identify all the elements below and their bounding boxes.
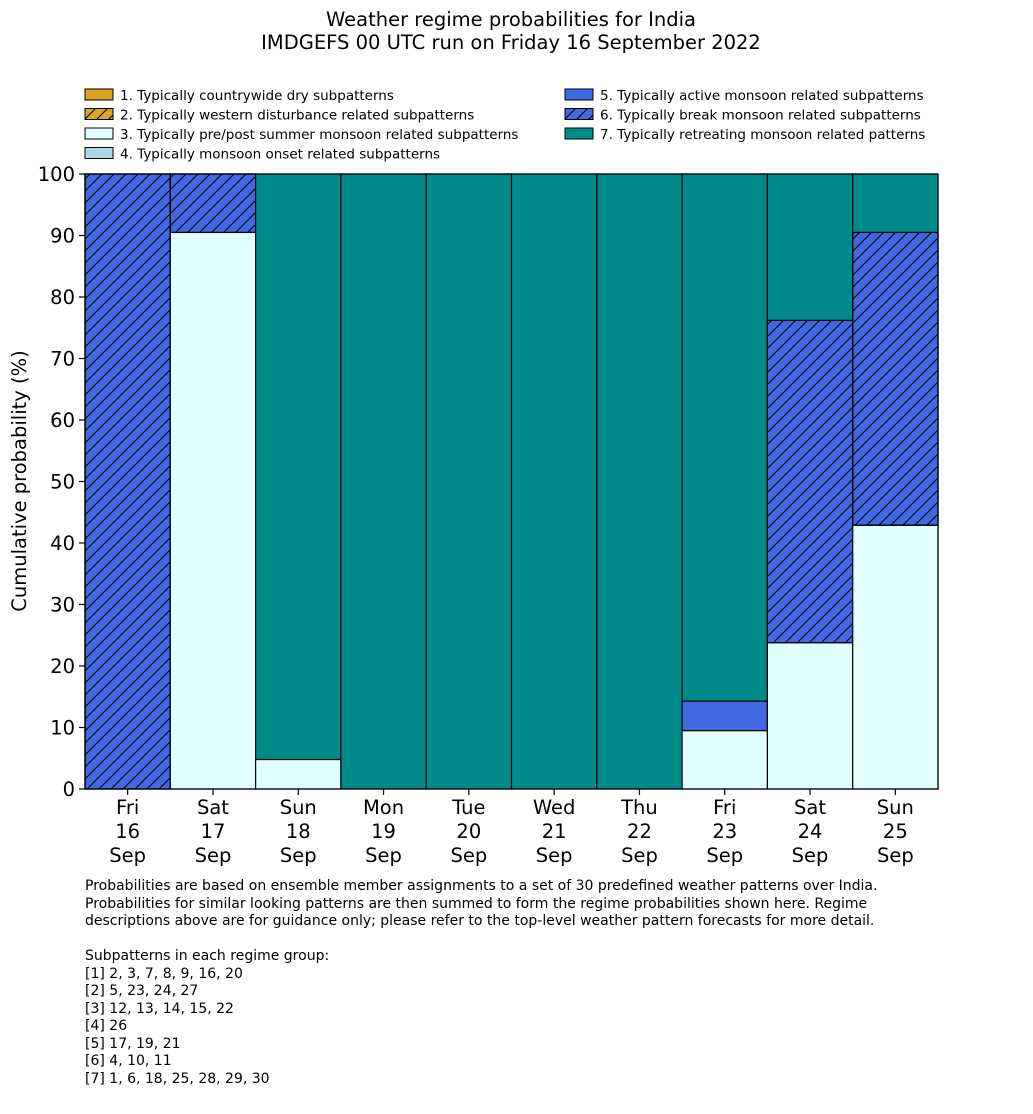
notes-line: descriptions above are for guidance only… <box>85 913 875 929</box>
bar-segment-regime-3 <box>766 642 854 790</box>
y-tick-label: 20 <box>50 655 75 678</box>
legend-item-regime-3: 3. Typically pre/post summer monsoon rel… <box>84 127 518 143</box>
x-tick-label: Fri 16 Sep <box>109 796 146 867</box>
subpattern-line: [5] 17, 19, 21 <box>85 1035 181 1052</box>
x-tick-label: Mon 19 Sep <box>363 796 404 867</box>
y-axis-label: Cumulative probability (%) <box>8 350 31 611</box>
axes-layer: 0 10 20 30 40 50 60 70 80 90 100 Fri 16 Sep Sat 17 Sep Su… <box>38 163 939 867</box>
x-tick-label: Sat 24 Sep <box>792 796 829 867</box>
bar-hatch-overlay <box>852 231 939 526</box>
legend-swatch <box>84 147 114 159</box>
bar-segment-regime-7 <box>425 173 513 790</box>
legend-swatch <box>564 127 594 140</box>
y-tick-label: 60 <box>50 409 75 432</box>
legend-item-regime-1: 1. Typically countrywide dry subpatterns <box>84 88 394 104</box>
chart-title: Weather regime probabilities for India <box>326 8 696 31</box>
subpattern-line: [6] 4, 10, 11 <box>85 1053 172 1069</box>
legend-swatch <box>564 88 594 101</box>
legend-label: 4. Typically monsoon onset related subpa… <box>120 147 440 163</box>
x-tick-label: Tue 20 Sep <box>450 796 487 867</box>
y-tick-label: 50 <box>50 471 75 494</box>
bar-segment-regime-3 <box>255 758 342 790</box>
subpattern-line: [4] 26 <box>85 1018 128 1034</box>
bar-hatch-overlay <box>84 173 171 790</box>
subpattern-line: [7] 1, 6, 18, 25, 28, 29, 30 <box>85 1070 270 1087</box>
bar-segment-regime-7 <box>340 173 427 790</box>
bar-segment-regime-7 <box>596 173 683 790</box>
subpatterns-heading: Subpatterns in each regime group: <box>85 948 330 964</box>
y-tick-label: 90 <box>50 225 75 248</box>
chart-subtitle: IMDGEFS 00 UTC run on Friday 16 Septembe… <box>261 31 761 54</box>
chart-notes: Probabilities are based on ensemble memb… <box>85 878 985 1088</box>
x-tick-label: Thu 22 Sep <box>620 796 658 867</box>
y-tick-label: 80 <box>50 286 75 309</box>
chart-legend: 1. Typically countrywide dry subpatterns… <box>84 88 925 163</box>
x-tick-label: Fri 23 Sep <box>706 796 743 867</box>
x-tick-label: Sat 17 Sep <box>195 796 232 867</box>
notes-line: Probabilities for similar looking patter… <box>85 895 868 912</box>
regime-probability-chart: Weather regime probabilities for India I… <box>8 8 939 867</box>
y-tick-label: 100 <box>38 163 75 186</box>
legend-swatch <box>84 88 114 101</box>
legend-item-regime-6: 6. Typically break monsoon related subpa… <box>564 108 921 124</box>
y-tick-label: 10 <box>50 717 75 740</box>
y-tick-label: 70 <box>50 348 75 371</box>
y-tick-label: 40 <box>50 532 75 555</box>
bar-segment-regime-5 <box>681 700 768 732</box>
bar-segment-regime-3 <box>681 729 768 790</box>
legend-item-regime-7: 7. Typically retreating monsoon related … <box>564 127 925 143</box>
x-tick-label: Sun 18 Sep <box>280 796 317 867</box>
bar-segment-regime-3 <box>852 524 939 790</box>
legend-swatch-hatch <box>564 108 594 120</box>
notes-line: Probabilities are based on ensemble memb… <box>85 878 878 894</box>
legend-label: 1. Typically countrywide dry subpatterns <box>120 88 394 104</box>
legend-label: 7. Typically retreating monsoon related … <box>600 127 925 143</box>
bar-segment-regime-7 <box>681 173 768 702</box>
legend-label: 3. Typically pre/post summer monsoon rel… <box>120 127 518 143</box>
legend-swatch <box>84 127 114 140</box>
legend-item-regime-4: 4. Typically monsoon onset related subpa… <box>84 147 440 163</box>
y-tick-label: 0 <box>63 778 75 801</box>
x-tick-label: Wed 21 Sep <box>533 796 576 867</box>
bar-hatch-overlay <box>169 173 257 234</box>
legend-label: 6. Typically break monsoon related subpa… <box>600 108 921 124</box>
bar-segment-regime-7 <box>255 173 342 761</box>
bar-segment-regime-3 <box>169 231 257 790</box>
legend-swatch-hatch <box>84 108 114 120</box>
bar-segment-regime-7 <box>510 173 598 790</box>
subpattern-line: [2] 5, 23, 24, 27 <box>85 983 199 999</box>
legend-label: 5. Typically active monsoon related subp… <box>600 88 924 104</box>
bar-segment-regime-7 <box>766 173 854 321</box>
y-tick-label: 30 <box>50 594 75 617</box>
subpattern-line: [1] 2, 3, 7, 8, 9, 16, 20 <box>85 965 243 982</box>
bars-layer <box>84 173 939 790</box>
bar-segment-regime-7 <box>852 173 939 234</box>
legend-label: 2. Typically western disturbance related… <box>120 108 474 124</box>
subpattern-line: [3] 12, 13, 14, 15, 22 <box>85 1000 234 1017</box>
legend-item-regime-5: 5. Typically active monsoon related subp… <box>564 88 924 104</box>
legend-item-regime-2: 2. Typically western disturbance related… <box>84 108 474 124</box>
bar-hatch-overlay <box>766 319 854 644</box>
x-tick-label: Sun 25 Sep <box>877 796 914 867</box>
